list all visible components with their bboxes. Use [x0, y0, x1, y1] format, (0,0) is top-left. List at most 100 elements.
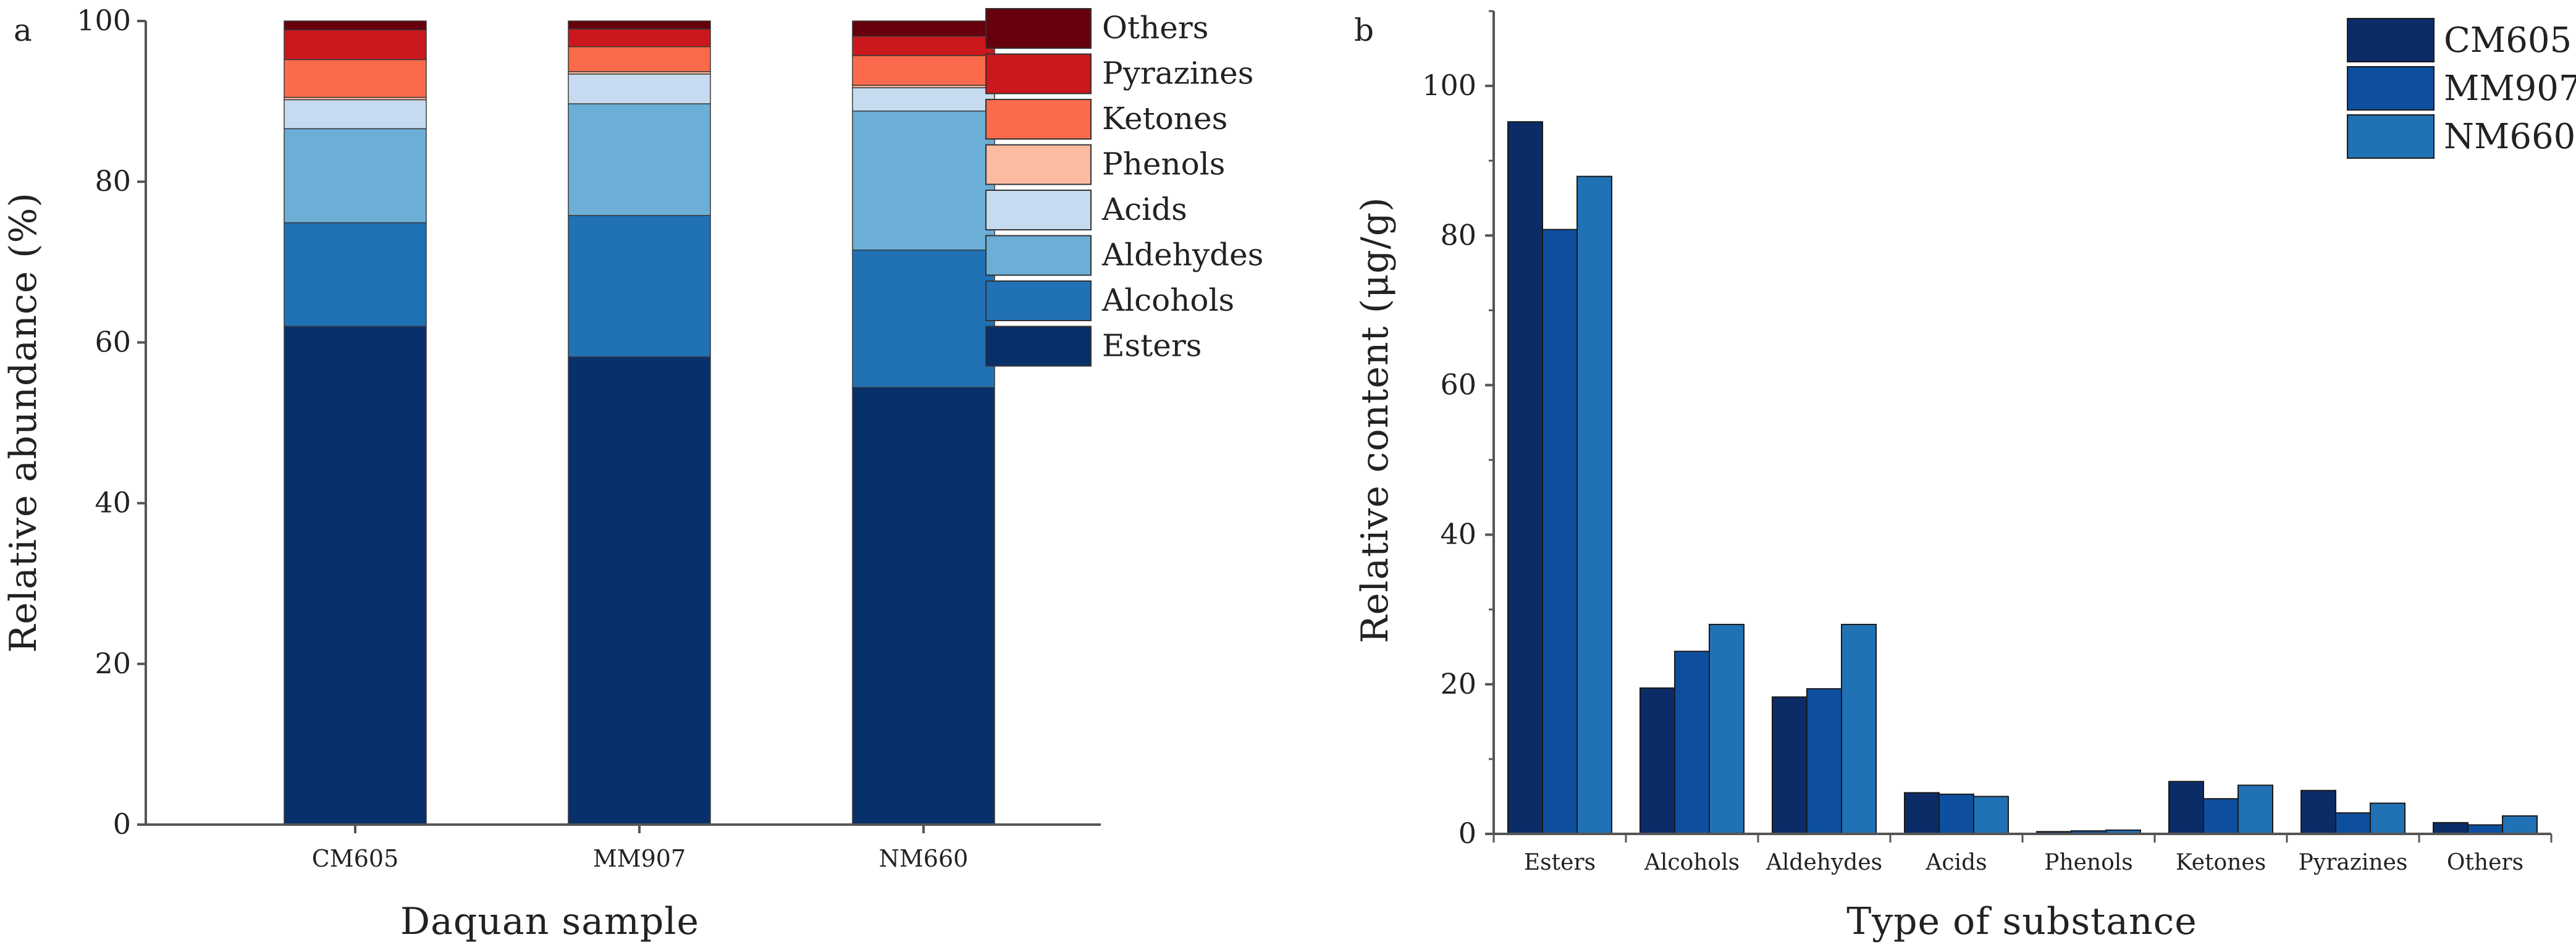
panel-b-x-axis-title: Type of substance: [1846, 900, 2197, 943]
legend-swatch-pyrazines: [985, 53, 1092, 95]
bar-acids-cm605: [1904, 792, 1940, 835]
x-tick-label-pyrazines: Pyrazines: [2299, 850, 2408, 875]
panel-a-axes: [145, 21, 1101, 826]
x-tick-label-mm907: MM907: [593, 845, 686, 872]
legend-label-nm660: NM660: [2444, 117, 2575, 157]
panel-a-y-axis-title: Relative abundance (%): [2, 192, 45, 653]
bar-segment-nm660-pyrazines: [852, 35, 995, 56]
bar-others-nm660: [2502, 815, 2538, 835]
legend-label-pyrazines: Pyrazines: [1102, 56, 1253, 91]
y-tick-label: 60: [1440, 368, 1476, 401]
legend-label-alcohols: Alcohols: [1101, 282, 1234, 318]
x-tick-label-cm605: CM605: [312, 845, 399, 872]
x-tick-label-ketones: Ketones: [2176, 850, 2266, 875]
bar-esters-mm907: [1542, 229, 1578, 834]
panel-b-grouped-bar-chart: b 0 20 40 60 80 100 Esters Alcohols Aldehydes Ac…: [1353, 10, 2576, 943]
bar-others-cm605: [2433, 822, 2469, 834]
x-tick-label-acids: Acids: [1925, 850, 1987, 875]
legend-label-cm605: CM605: [2444, 20, 2572, 61]
panel-b-legend: CM605 MM907 NM660: [2347, 18, 2576, 159]
legend-label-ketones: Ketones: [1102, 101, 1227, 137]
bar-segment-mm907-ketones: [568, 46, 711, 72]
panel-a-legend: Others Pyrazines Ketones Phenols Acids Aldehy…: [985, 8, 1263, 367]
bar-aldehydes-cm605: [1772, 696, 1808, 835]
panel-b-y-ticks: 0 20 40 60 80 100: [1422, 10, 1494, 850]
bar-alcohols-mm907: [1674, 650, 1710, 835]
bar-alcohols-nm660: [1709, 623, 1745, 834]
bar-ketones-cm605: [2168, 781, 2204, 834]
legend-swatch-esters: [985, 326, 1092, 367]
bar-pyrazines-mm907: [2335, 812, 2371, 835]
bar-segment-cm605-pyrazines: [284, 29, 427, 61]
legend-swatch-nm660: [2347, 114, 2435, 159]
x-tick-label-phenols: Phenols: [2044, 850, 2133, 875]
bar-segment-mm907-aldehydes: [568, 103, 711, 216]
bar-segment-cm605-alcohols: [284, 222, 427, 327]
y-tick-label: 0: [113, 807, 131, 841]
bar-segment-nm660-others: [852, 20, 995, 37]
legend-label-aldehydes: Aldehydes: [1101, 237, 1263, 273]
bar-ketones-nm660: [2237, 784, 2273, 834]
bar-segment-mm907-acids: [568, 74, 711, 104]
x-tick-label-nm660: NM660: [879, 845, 969, 872]
y-tick-label: 0: [1458, 817, 1476, 850]
panel-b-x-ticks: Esters Alcohols Aldehydes Acids Phenols Keton…: [1492, 834, 2553, 875]
y-tick-label: 100: [1422, 69, 1476, 102]
legend-swatch-acids: [985, 190, 1092, 230]
legend-swatch-mm907: [2347, 66, 2435, 111]
bar-segment-nm660-esters: [852, 387, 995, 825]
bar-segment-cm605-others: [284, 20, 427, 31]
bar-segment-cm605-acids: [284, 99, 427, 130]
legend-label-esters: Esters: [1102, 328, 1202, 364]
bar-segment-mm907-pyrazines: [568, 28, 711, 48]
y-tick-label: 80: [1440, 218, 1476, 251]
legend-label-phenols: Phenols: [1102, 146, 1225, 182]
bar-segment-nm660-ketones: [852, 55, 995, 86]
legend-label-acids: Acids: [1101, 191, 1187, 227]
y-tick-label: 20: [1440, 667, 1476, 700]
legend-swatch-ketones: [985, 99, 1092, 140]
bar-acids-mm907: [1938, 793, 1974, 834]
legend-swatch-aldehydes: [985, 235, 1092, 276]
bar-alcohols-cm605: [1639, 687, 1675, 834]
y-tick-label: 80: [95, 164, 131, 198]
x-tick-label-aldehydes: Aldehydes: [1766, 850, 1882, 875]
panel-a-stacked-bar-chart: a 0 20 40 60 80 100 CM605 MM907 NM660 Daquan sa…: [2, 4, 1263, 943]
y-tick-label: 60: [95, 325, 131, 358]
panel-b-letter: b: [1354, 12, 1374, 48]
bar-pyrazines-cm605: [2300, 789, 2336, 834]
panel-a-x-ticks: CM605 MM907 NM660: [312, 825, 969, 872]
bar-segment-mm907-alcohols: [568, 215, 711, 358]
y-tick-label: 40: [95, 486, 131, 519]
bar-acids-nm660: [1973, 796, 2009, 835]
bar-segment-mm907-others: [568, 20, 711, 30]
bar-segment-cm605-aldehydes: [284, 128, 427, 224]
x-tick-label-others: Others: [2447, 850, 2523, 875]
x-tick-label-esters: Esters: [1524, 850, 1596, 875]
bar-pyrazines-nm660: [2370, 802, 2406, 835]
bar-segment-cm605-ketones: [284, 59, 427, 98]
panel-b-bars: [1507, 121, 2538, 835]
legend-swatch-cm605: [2347, 18, 2435, 62]
panel-a-y-ticks: 0 20 40 60 80 100: [77, 4, 146, 841]
panel-a-x-axis-title: Daquan sample: [400, 900, 699, 943]
bar-ketones-mm907: [2203, 798, 2239, 835]
y-tick-label: 40: [1440, 518, 1476, 551]
bar-segment-nm660-alcohols: [852, 250, 995, 389]
bar-aldehydes-mm907: [1806, 688, 1842, 834]
legend-swatch-phenols: [985, 144, 1092, 185]
panel-a-letter: a: [14, 12, 32, 48]
y-tick-label: 100: [77, 4, 131, 37]
legend-label-mm907: MM907: [2444, 69, 2576, 109]
bar-esters-nm660: [1576, 175, 1612, 834]
bar-esters-cm605: [1507, 121, 1543, 834]
y-tick-label: 20: [95, 647, 131, 680]
bar-aldehydes-nm660: [1841, 623, 1877, 834]
bar-segment-nm660-aldehydes: [852, 110, 995, 251]
bar-segment-nm660-acids: [852, 87, 995, 112]
bar-segment-cm605-esters: [284, 326, 427, 825]
legend-swatch-alcohols: [985, 280, 1092, 321]
bar-others-mm907: [2467, 824, 2503, 835]
